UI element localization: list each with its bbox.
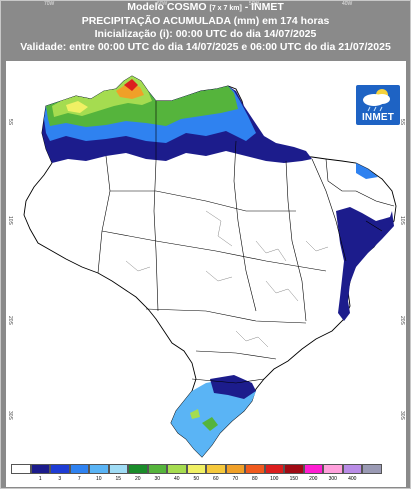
colorbar-swatch xyxy=(167,464,187,474)
colorbar-label: 80 xyxy=(251,476,258,482)
lon-tick: 70W xyxy=(44,1,55,7)
lat-tick-right: 10S xyxy=(399,216,405,225)
colorbar-swatch xyxy=(264,464,284,474)
colorbar-swatch xyxy=(11,464,31,474)
colorbar-label: 1 xyxy=(38,476,42,482)
lat-tick-left: 30S xyxy=(7,411,13,420)
colorbar-label: 40 xyxy=(173,476,180,482)
precip-band-eastcoast xyxy=(336,207,394,321)
product-title: PRECIPITAÇÃO ACUMULADA (mm) em 174 horas xyxy=(81,15,330,27)
precipitation-map: 5S 10S 20S 30S 5S 10S 20S 30S xyxy=(6,61,406,461)
colorbar-label: 150 xyxy=(289,476,298,482)
lat-tick-left: 5S xyxy=(7,119,13,126)
colorbar-label: 15 xyxy=(115,476,122,482)
lat-tick-right: 5S xyxy=(399,119,405,126)
precip-band-ne xyxy=(356,163,378,179)
lat-tick-left: 20S xyxy=(7,316,13,325)
brazil-map-svg xyxy=(23,75,397,458)
precip-colorbar: 1 3 7 10 15 20 30 40 50 60 70 80 100 150 200 300 400 xyxy=(6,461,406,487)
logo-text: INMET xyxy=(361,112,395,123)
lon-tick: 50W xyxy=(249,1,260,7)
validity-period: Validade: entre 00:00 UTC do dia 14/07/2… xyxy=(20,41,391,53)
colorbar-label: 7 xyxy=(77,476,81,482)
colorbar-swatch xyxy=(89,464,109,474)
colorbar-label: 400 xyxy=(348,476,357,482)
lat-tick-right: 20S xyxy=(399,316,405,325)
precip-spot-green xyxy=(190,409,200,419)
colorbar-swatch xyxy=(30,464,50,474)
colorbar-labels: 1 3 7 10 15 20 30 40 50 60 70 80 100 150 200 300 400 xyxy=(11,476,406,484)
model-title: Modelo COSMO [7 x 7 km] - INMET xyxy=(1,1,410,15)
colorbar-label: 60 xyxy=(212,476,219,482)
colorbar-label: 100 xyxy=(270,476,279,482)
map-header: Modelo COSMO [7 x 7 km] - INMET PRECIPIT… xyxy=(1,1,410,60)
lon-tick: 60W xyxy=(157,1,168,7)
colorbar-swatch xyxy=(245,464,265,474)
init-time: Inicialização (i): 00:00 UTC do dia 14/0… xyxy=(94,28,317,40)
precip-core-yellow xyxy=(66,101,88,113)
colorbar-label: 30 xyxy=(154,476,161,482)
colorbar-label: 20 xyxy=(134,476,141,482)
colorbar-swatch xyxy=(50,464,70,474)
colorbar-swatch xyxy=(147,464,167,474)
colorbar-swatch xyxy=(303,464,323,474)
model-resolution: [7 x 7 km] xyxy=(209,5,242,12)
lat-tick-left: 10S xyxy=(7,216,13,225)
precip-band-south-dark xyxy=(210,375,256,399)
model-name: Modelo COSMO xyxy=(127,1,207,13)
colorbar-swatch xyxy=(69,464,89,474)
model-source: - INMET xyxy=(244,1,284,13)
colorbar-label: 200 xyxy=(309,476,318,482)
colorbar-swatch xyxy=(206,464,226,474)
state-borders xyxy=(97,101,395,384)
precip-core-orange xyxy=(116,83,144,99)
colorbar-label: 3 xyxy=(58,476,62,482)
colorbar-swatch xyxy=(342,464,362,474)
colorbar-swatch xyxy=(186,464,206,474)
cloud-sun-rain-icon xyxy=(363,89,390,112)
colorbar-swatch xyxy=(128,464,148,474)
colorbar-swatch xyxy=(323,464,343,474)
colorbar-label: 50 xyxy=(193,476,200,482)
precip-core-red xyxy=(124,79,138,91)
lat-tick-right: 30S xyxy=(399,411,405,420)
colorbar-swatch xyxy=(225,464,245,474)
precip-spot-green xyxy=(202,417,218,431)
precip-band-south xyxy=(171,379,256,457)
colorbar-swatch xyxy=(362,464,382,474)
colorbar-label: 70 xyxy=(232,476,239,482)
colorbar-swatches xyxy=(11,464,382,474)
inmet-logo: INMET xyxy=(356,85,400,125)
lon-tick: 40W xyxy=(342,1,353,7)
colorbar-swatch xyxy=(284,464,304,474)
colorbar-label: 300 xyxy=(328,476,337,482)
colorbar-swatch xyxy=(108,464,128,474)
municipal-borders xyxy=(125,210,329,348)
colorbar-label: 10 xyxy=(95,476,102,482)
